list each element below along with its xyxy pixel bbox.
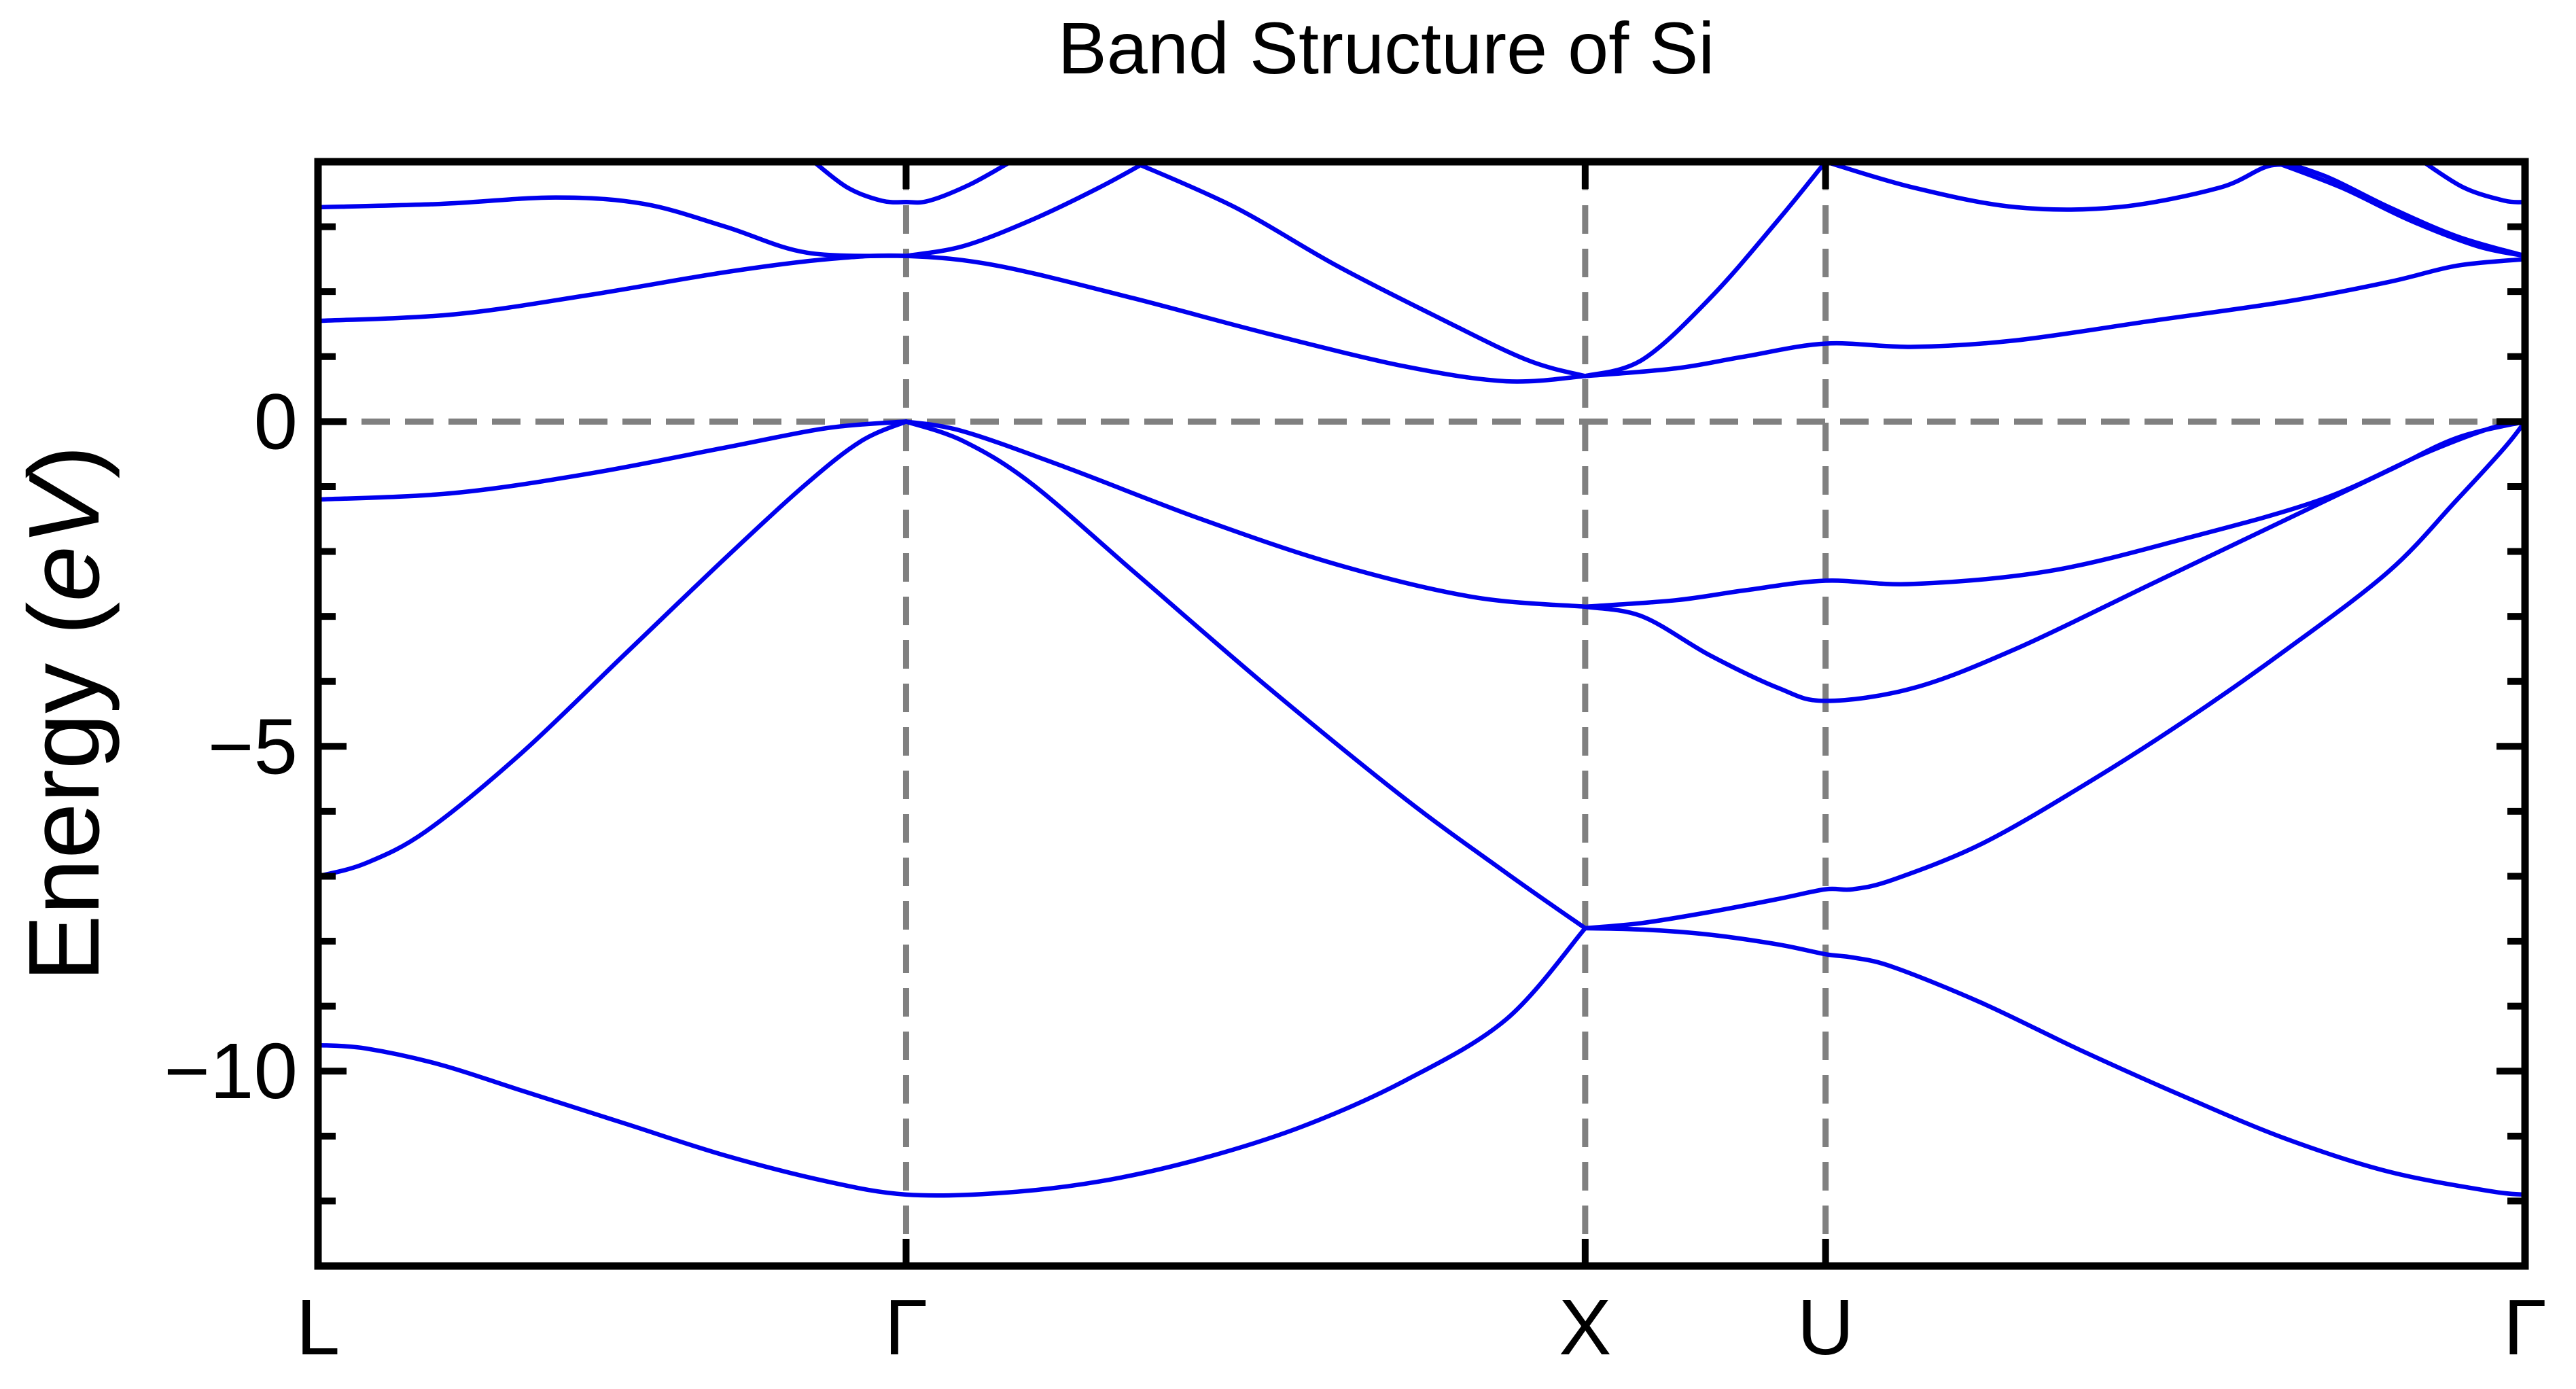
band-line <box>904 159 1149 258</box>
band-line <box>315 926 1588 1198</box>
band-line <box>904 419 1588 610</box>
band-line <box>1583 926 2528 1197</box>
band-line <box>2420 159 2528 205</box>
kpoint-label: X <box>1559 1283 1611 1371</box>
tick-labels: 0 −5 −10 L Γ X U Γ <box>164 377 2547 1371</box>
band-lines <box>315 159 2528 1198</box>
kpoint-label: Γ <box>885 1283 928 1371</box>
band-line <box>315 253 1588 384</box>
plot-frame <box>314 158 2529 1270</box>
band-line <box>904 419 1588 931</box>
kpoint-label: L <box>296 1283 340 1371</box>
band-line <box>315 419 908 879</box>
y-tick-label: 0 <box>253 377 298 465</box>
y-tick-label: −10 <box>164 1027 298 1115</box>
band-line <box>811 159 1013 205</box>
band-line <box>1131 159 1588 379</box>
band-line <box>1583 419 2528 610</box>
y-axis-label-close: ) <box>8 445 120 478</box>
band-line <box>1583 257 2528 379</box>
band-line <box>315 195 908 258</box>
band-line <box>1583 419 2528 703</box>
y-axis-label: Energy (eV) <box>8 445 120 982</box>
chart-title: Band Structure of Si <box>1058 7 1715 89</box>
y-axis-label-unit: eV <box>8 470 120 601</box>
band-line <box>1583 159 1828 379</box>
kpoint-label: Γ <box>2503 1283 2547 1371</box>
band-line <box>2271 159 2528 258</box>
y-axis-label-main: Energy ( <box>8 601 120 981</box>
band-line <box>1823 159 2528 258</box>
y-tick-label: −5 <box>208 702 298 790</box>
band-line <box>315 419 908 502</box>
band-line <box>1583 419 2528 931</box>
kpoint-label: U <box>1797 1283 1854 1371</box>
